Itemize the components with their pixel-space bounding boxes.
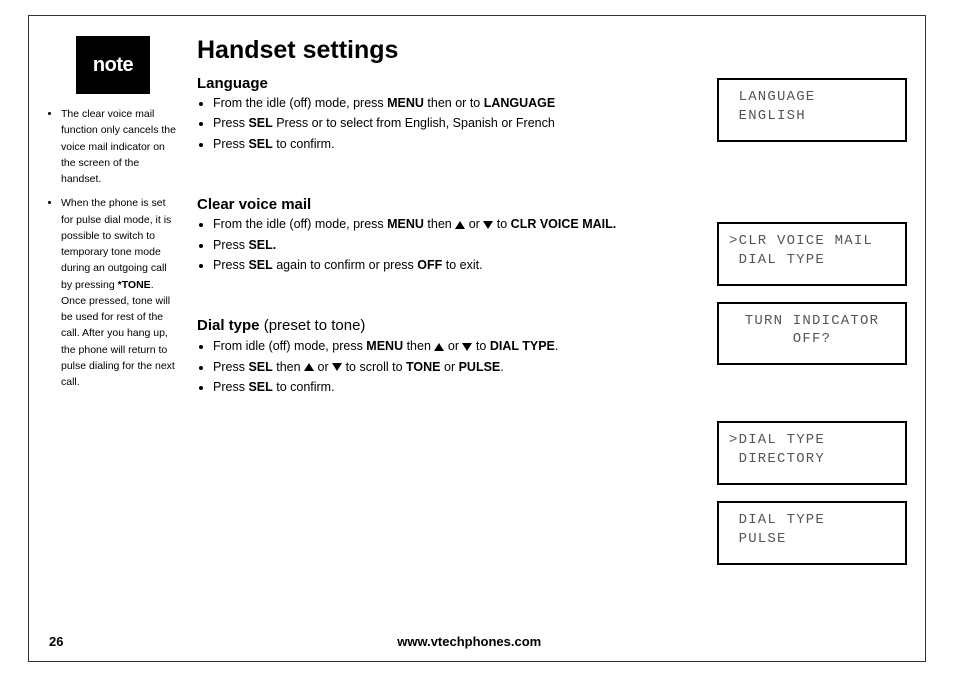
t: Press	[213, 258, 248, 272]
note-text: When the phone is set for pulse dial mod…	[61, 197, 171, 290]
lcd-column: LANGUAGE ENGLISH >CLR VOICE MAIL DIAL TY…	[717, 36, 907, 630]
t: Press	[213, 116, 248, 130]
note-sidebar: note The clear voice mail function only …	[47, 36, 179, 630]
b: SEL	[248, 137, 272, 151]
t: Press	[213, 380, 248, 394]
page-footer: 26 www.vtechphones.com	[47, 634, 907, 649]
down-arrow-icon	[462, 343, 472, 351]
t: again to confirm or press	[273, 258, 418, 272]
down-arrow-icon	[483, 221, 493, 229]
spacer	[717, 381, 907, 421]
t: to exit.	[442, 258, 482, 272]
t: then	[403, 339, 434, 353]
b: PULSE	[459, 360, 501, 374]
t: From idle (off) mode, press	[213, 339, 366, 353]
note-list: The clear voice mail function only cance…	[47, 106, 179, 391]
note-item: When the phone is set for pulse dial mod…	[61, 195, 179, 390]
t: From the idle (off) mode, press	[213, 96, 387, 110]
b: MENU	[387, 217, 424, 231]
page-title: Handset settings	[197, 36, 693, 65]
footer-url: www.vtechphones.com	[63, 634, 875, 649]
t: Press	[213, 360, 248, 374]
lcd-dial-type: >DIAL TYPE DIRECTORY	[717, 421, 907, 485]
step-item: Press SEL Press or to select from Englis…	[213, 114, 693, 133]
page-number: 26	[49, 634, 63, 649]
t: .	[500, 360, 503, 374]
b: SEL	[248, 258, 272, 272]
t: .	[555, 339, 558, 353]
t: then	[273, 360, 304, 374]
b: LANGUAGE	[484, 96, 556, 110]
section-heading-clear: Clear voice mail	[197, 196, 693, 213]
t: Press	[213, 137, 248, 151]
b: MENU	[366, 339, 403, 353]
note-badge: note	[76, 36, 150, 94]
b: SEL.	[248, 238, 276, 252]
t: or	[441, 360, 459, 374]
clear-steps: From the idle (off) mode, press MENU the…	[197, 215, 693, 275]
language-steps: From the idle (off) mode, press MENU the…	[197, 94, 693, 154]
page-frame: note The clear voice mail function only …	[28, 15, 926, 662]
up-arrow-icon	[304, 363, 314, 371]
section-heading-language: Language	[197, 75, 693, 92]
t: or	[465, 217, 483, 231]
step-item: Press SEL to confirm.	[213, 135, 693, 154]
step-item: Press SEL then or to scroll to TONE or P…	[213, 358, 693, 377]
heading-note: (preset to tone)	[260, 317, 366, 334]
t: or	[314, 360, 332, 374]
t: From the idle (off) mode, press	[213, 217, 387, 231]
t: to confirm.	[273, 137, 335, 151]
b: SEL	[248, 360, 272, 374]
note-text: . Once pressed, tone will be used for re…	[61, 279, 175, 389]
t: then or to	[424, 96, 484, 110]
up-arrow-icon	[455, 221, 465, 229]
content-row: note The clear voice mail function only …	[47, 36, 907, 630]
b: TONE	[406, 360, 441, 374]
lcd-turn-indicator: TURN INDICATOR OFF?	[717, 302, 907, 366]
lcd-language: LANGUAGE ENGLISH	[717, 78, 907, 142]
b: DIAL TYPE	[490, 339, 555, 353]
b: SEL	[248, 116, 272, 130]
note-item: The clear voice mail function only cance…	[61, 106, 179, 187]
dial-steps: From idle (off) mode, press MENU then or…	[197, 337, 693, 397]
down-arrow-icon	[332, 363, 342, 371]
up-arrow-icon	[434, 343, 444, 351]
t: Press	[213, 238, 248, 252]
step-item: Press SEL to confirm.	[213, 378, 693, 397]
note-text: The clear voice mail function only cance…	[61, 108, 176, 185]
b: SEL	[248, 380, 272, 394]
heading-text: Dial type	[197, 317, 260, 334]
t: Press or to select from English, Spanish…	[273, 116, 555, 130]
step-item: Press SEL.	[213, 236, 693, 255]
t: then	[424, 217, 455, 231]
b: MENU	[387, 96, 424, 110]
step-item: Press SEL again to confirm or press OFF …	[213, 256, 693, 275]
step-item: From the idle (off) mode, press MENU the…	[213, 94, 693, 113]
section-heading-dial: Dial type (preset to tone)	[197, 317, 693, 335]
spacer	[717, 158, 907, 222]
t: or	[444, 339, 462, 353]
t: to	[472, 339, 489, 353]
lcd-clr-voice-mail: >CLR VOICE MAIL DIAL TYPE	[717, 222, 907, 286]
note-bold: *TONE	[118, 279, 151, 291]
t: to scroll to	[342, 360, 406, 374]
lcd-dial-pulse: DIAL TYPE PULSE	[717, 501, 907, 565]
main-content: Handset settings Language From the idle …	[197, 36, 699, 630]
t: to confirm.	[273, 380, 335, 394]
b: CLR VOICE MAIL.	[511, 217, 617, 231]
t: to	[493, 217, 510, 231]
step-item: From the idle (off) mode, press MENU the…	[213, 215, 693, 234]
step-item: From idle (off) mode, press MENU then or…	[213, 337, 693, 356]
b: OFF	[417, 258, 442, 272]
